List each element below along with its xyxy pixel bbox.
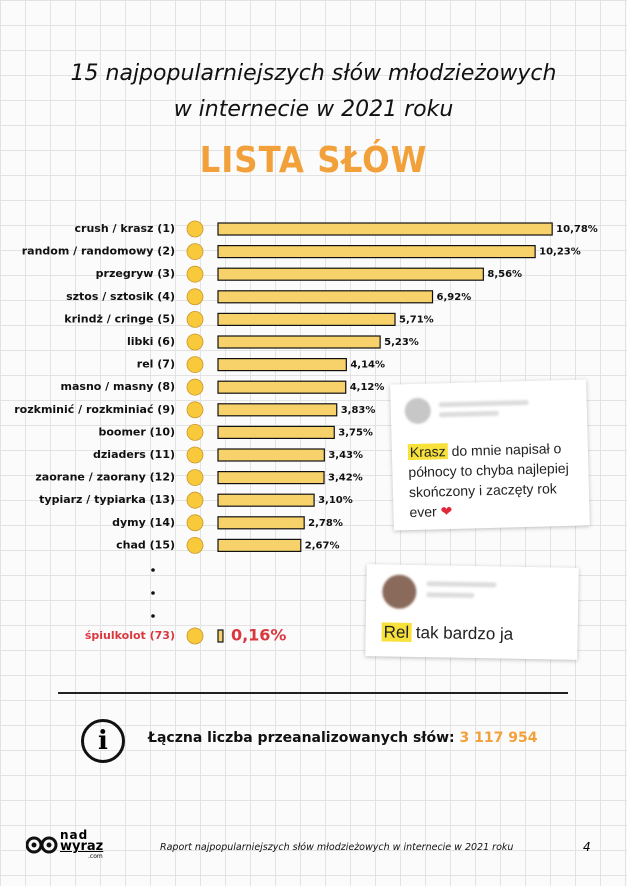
footer-text: Raport najpopularniejszych słów młodzież…	[160, 842, 514, 853]
bar	[217, 493, 315, 507]
bar	[217, 245, 536, 259]
emoji-icon	[186, 333, 204, 351]
bar	[217, 516, 305, 530]
emoji-icon	[186, 469, 204, 487]
emoji-icon	[186, 401, 204, 419]
summary-label: Łączna liczba przeanalizowanych słów:	[148, 730, 455, 746]
post-card: Krasz do mnie napisał o północy to chyba…	[390, 379, 590, 531]
heart-icon: ❤	[440, 503, 453, 520]
bar	[217, 335, 381, 349]
bar	[217, 358, 347, 372]
summary: Łączna liczba przeanalizowanych słów: 3 …	[148, 730, 537, 746]
value-label: 0,16%	[231, 626, 287, 645]
emoji-icon	[186, 310, 204, 328]
category-label: typiarz / typiarka (13)	[39, 493, 175, 506]
emoji-icon	[186, 537, 204, 554]
value-label: 10,23%	[539, 247, 581, 258]
logo-eyes	[26, 836, 58, 854]
summary-value: 3 117 954	[459, 730, 538, 746]
value-label: 3,10%	[318, 495, 353, 506]
page-number: 4	[583, 840, 591, 854]
bar	[217, 267, 484, 281]
logo-text: .com	[88, 853, 103, 860]
subtitle: LISTA SŁÓW	[199, 140, 428, 181]
bar	[217, 222, 553, 236]
category-label: dymy (14)	[112, 516, 175, 529]
category-label: libki (6)	[127, 335, 175, 348]
category-label: masno / masny (8)	[61, 380, 175, 393]
logo-text: nad	[60, 828, 89, 842]
post-highlight: Krasz	[407, 443, 448, 461]
category-label: śpiulkolot (73)	[85, 629, 175, 642]
value-label: 3,83%	[341, 405, 376, 416]
post-highlight: Rel	[381, 622, 412, 642]
value-label: 3,75%	[338, 427, 373, 438]
emoji-icon	[186, 265, 204, 283]
value-label: 8,56%	[487, 269, 522, 280]
value-label: 6,92%	[437, 292, 472, 303]
logo-text: wyraz	[60, 839, 104, 854]
bar	[217, 403, 338, 417]
bar	[217, 448, 325, 462]
bar	[217, 538, 302, 553]
value-label: 2,67%	[305, 540, 340, 551]
emoji-icon	[186, 491, 204, 509]
category-label: zaorane / zaorany (12)	[35, 471, 175, 484]
logo: nad wyraz .com	[26, 828, 116, 862]
category-label: crush / krasz (1)	[75, 222, 175, 235]
chart: crush / krasz (1) 10,78% random / randomow…	[14, 220, 598, 645]
category-label: boomer (10)	[98, 425, 175, 438]
divider	[58, 692, 568, 694]
ellipsis	[151, 568, 155, 618]
emoji-icon	[186, 514, 204, 532]
value-label: 10,78%	[556, 224, 598, 235]
post-text: tak bardzo ja	[415, 623, 514, 644]
bar	[217, 629, 224, 643]
category-label: krindż / cringe (5)	[64, 312, 175, 325]
bar	[217, 471, 325, 485]
value-label: 4,12%	[350, 382, 385, 393]
emoji-icon	[186, 627, 204, 645]
category-label: sztos / sztosik (4)	[66, 290, 175, 303]
bar	[217, 380, 347, 394]
value-label: 3,43%	[328, 450, 363, 461]
emoji-icon	[186, 220, 204, 238]
category-label: dziaders (11)	[93, 448, 175, 461]
emoji-icon	[186, 288, 204, 306]
emoji-icon	[186, 356, 204, 374]
value-label: 3,42%	[328, 473, 363, 484]
value-label: 2,78%	[308, 518, 343, 529]
category-label: random / randomowy (2)	[22, 245, 175, 258]
emoji-icon	[186, 423, 204, 441]
category-label: rozkminić / rozkminiać (9)	[14, 403, 175, 416]
value-label: 5,71%	[399, 314, 434, 325]
value-label: 5,23%	[384, 337, 419, 348]
bar	[217, 290, 434, 304]
bar	[217, 312, 396, 326]
emoji-icon	[186, 378, 204, 396]
category-label: przegryw (3)	[96, 267, 175, 280]
emoji-icon	[186, 243, 204, 261]
info-icon: i	[81, 719, 125, 763]
category-label: rel (7)	[137, 358, 175, 371]
bar	[217, 425, 335, 439]
value-label: 4,14%	[350, 360, 385, 371]
category-label: chad (15)	[116, 538, 175, 551]
emoji-icon	[186, 446, 204, 464]
post-card: Rel tak bardzo ja	[365, 564, 579, 660]
title: 15 najpopularniejszych słów młodzieżowyc…	[70, 61, 557, 122]
